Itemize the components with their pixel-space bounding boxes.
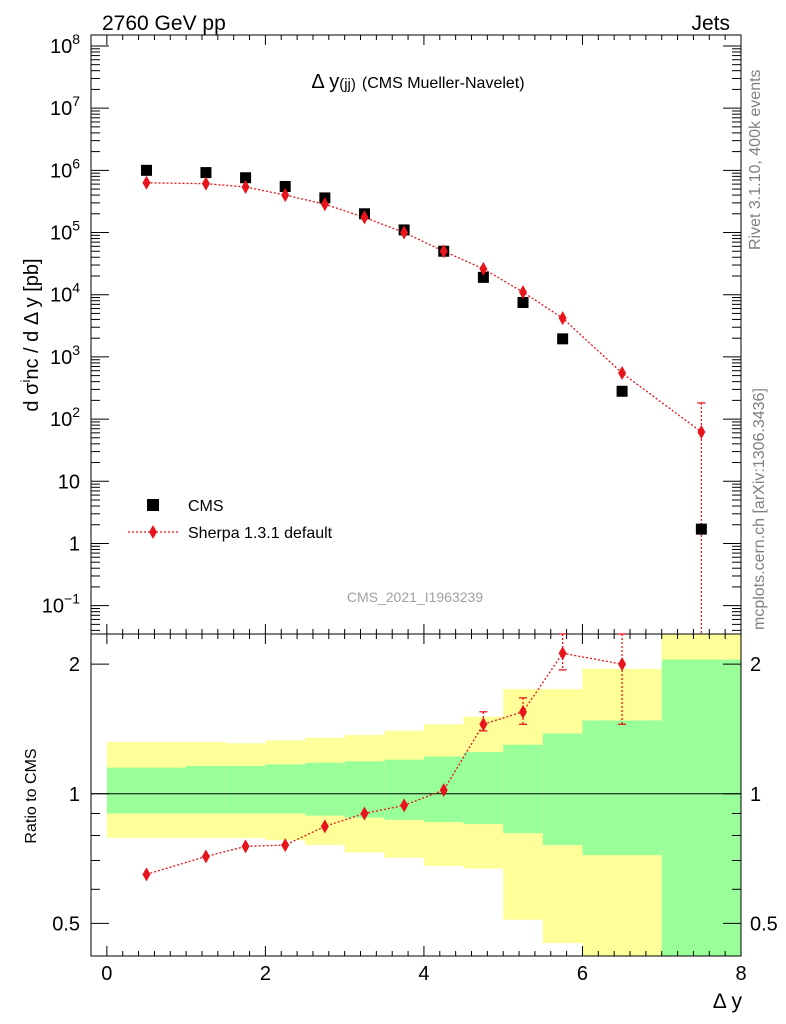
y-tick-label: 108 <box>50 31 80 58</box>
ratio-sherpa-point <box>142 867 151 882</box>
cms-point <box>200 167 212 179</box>
band-inner-bin <box>503 744 543 834</box>
ratio-sherpa-point <box>519 704 528 719</box>
title-sub: (jj) <box>339 76 356 93</box>
band-inner-bin <box>463 752 504 825</box>
y-tick-label: 102 <box>50 404 80 431</box>
y-tick-label: 106 <box>50 155 80 182</box>
sherpa-point <box>558 311 567 326</box>
main-plot-title: Δ y(jj) (CMS Mueller-Navelet) <box>311 71 524 93</box>
cms-point <box>517 296 529 308</box>
header-left-label: 2760 GeV pp <box>102 12 226 35</box>
y-tick-label: 10−1 <box>42 591 80 618</box>
sherpa-point <box>439 244 448 259</box>
x-tick-label: 0 <box>101 963 112 985</box>
ratio-y-tick-label: 1 <box>69 784 80 806</box>
ratio-sherpa-point <box>201 849 210 864</box>
y-tick-label: 10 <box>58 471 80 493</box>
ratio-y-tick-label-right: 2 <box>750 654 761 676</box>
band-inner-bin <box>225 766 266 814</box>
cms-point <box>616 385 628 397</box>
sherpa-point <box>697 424 706 439</box>
cms-point <box>279 180 291 192</box>
x-tick-label: 8 <box>735 963 746 985</box>
sherpa-point <box>241 179 250 194</box>
title-rest: (CMS Mueller-Navelet) <box>362 75 525 92</box>
x-axis-label: Δ y <box>713 990 743 1013</box>
rivet-version-label: Rivet 3.1.10, 400k events <box>747 69 764 250</box>
ratio-sherpa-point <box>618 657 627 672</box>
main-frame <box>90 34 742 635</box>
ratio-y-tick-label: 0.5 <box>52 913 80 935</box>
x-tick-label: 2 <box>260 963 271 985</box>
ratio-frame <box>90 633 742 957</box>
ratio-sherpa-point <box>241 839 250 854</box>
sherpa-point <box>320 197 329 212</box>
sherpa-point <box>281 188 290 203</box>
legend-sherpa-label: Sherpa 1.3.1 default <box>188 525 333 542</box>
y-tick-label: 107 <box>50 93 80 120</box>
ratio-uncertainty-bands <box>106 634 741 956</box>
mcplots-label: mcplots.cern.ch [arXiv:1306.3436] <box>751 388 768 630</box>
cms-point <box>240 172 252 184</box>
band-inner-bin <box>582 720 662 856</box>
y-tick-label: 104 <box>50 280 80 307</box>
y-tick-label: 103 <box>50 342 80 369</box>
band-inner-bin <box>661 659 741 956</box>
title-main: Δ y <box>311 71 339 93</box>
x-tick-label: 6 <box>577 963 588 985</box>
data-series <box>140 164 707 882</box>
y-tick-label: 105 <box>50 218 80 245</box>
ratio-sherpa-point <box>281 838 290 853</box>
main-y-axis-label: d σinc / d Δ y [pb] <box>18 258 43 411</box>
ratio-y-tick-label: 2 <box>69 654 80 676</box>
y-tick-label: 1 <box>69 533 80 555</box>
ratio-sherpa-line <box>146 652 623 875</box>
band-inner-bin <box>542 733 583 846</box>
band-inner-bin <box>305 762 345 816</box>
legend-sherpa-marker <box>149 525 157 539</box>
ratio-sherpa-point <box>400 798 409 813</box>
legend: CMS Sherpa 1.3.1 default <box>128 498 333 542</box>
band-inner-bin <box>106 767 187 814</box>
band-inner-bin <box>186 766 226 814</box>
cms-point <box>695 523 707 535</box>
x-tick-label: 4 <box>418 963 429 985</box>
sherpa-point <box>618 366 627 381</box>
legend-cms-label: CMS <box>188 498 224 515</box>
ratio-sherpa-point <box>479 717 488 732</box>
ratio-sherpa-point <box>439 783 448 798</box>
sherpa-point <box>142 175 151 190</box>
ratio-sherpa-point <box>360 806 369 821</box>
sherpa-point <box>479 261 488 276</box>
ratio-y-tick-label-right: 1 <box>750 784 761 806</box>
ratio-sherpa-point <box>558 646 567 661</box>
legend-cms-marker <box>147 499 159 511</box>
analysis-id-label: CMS_2021_I1963239 <box>347 589 483 605</box>
header-right-label: Jets <box>691 12 730 35</box>
axes: 0 2 4 6 8 10−1 1 10 102 103 104 105 106 107 108 0.5 0.5 1… <box>42 31 778 985</box>
ratio-y-axis-label: Ratio to CMS <box>23 748 40 843</box>
ratio-y-tick-label-right: 0.5 <box>750 913 778 935</box>
band-inner-bin <box>265 764 306 814</box>
sherpa-point <box>360 210 369 225</box>
cms-point <box>557 333 569 345</box>
cms-point <box>140 164 152 176</box>
cms-point <box>477 271 489 283</box>
sherpa-point <box>201 176 210 191</box>
ratio-sherpa-point <box>320 819 329 834</box>
sherpa-point <box>519 285 528 300</box>
sherpa-point <box>400 225 409 240</box>
